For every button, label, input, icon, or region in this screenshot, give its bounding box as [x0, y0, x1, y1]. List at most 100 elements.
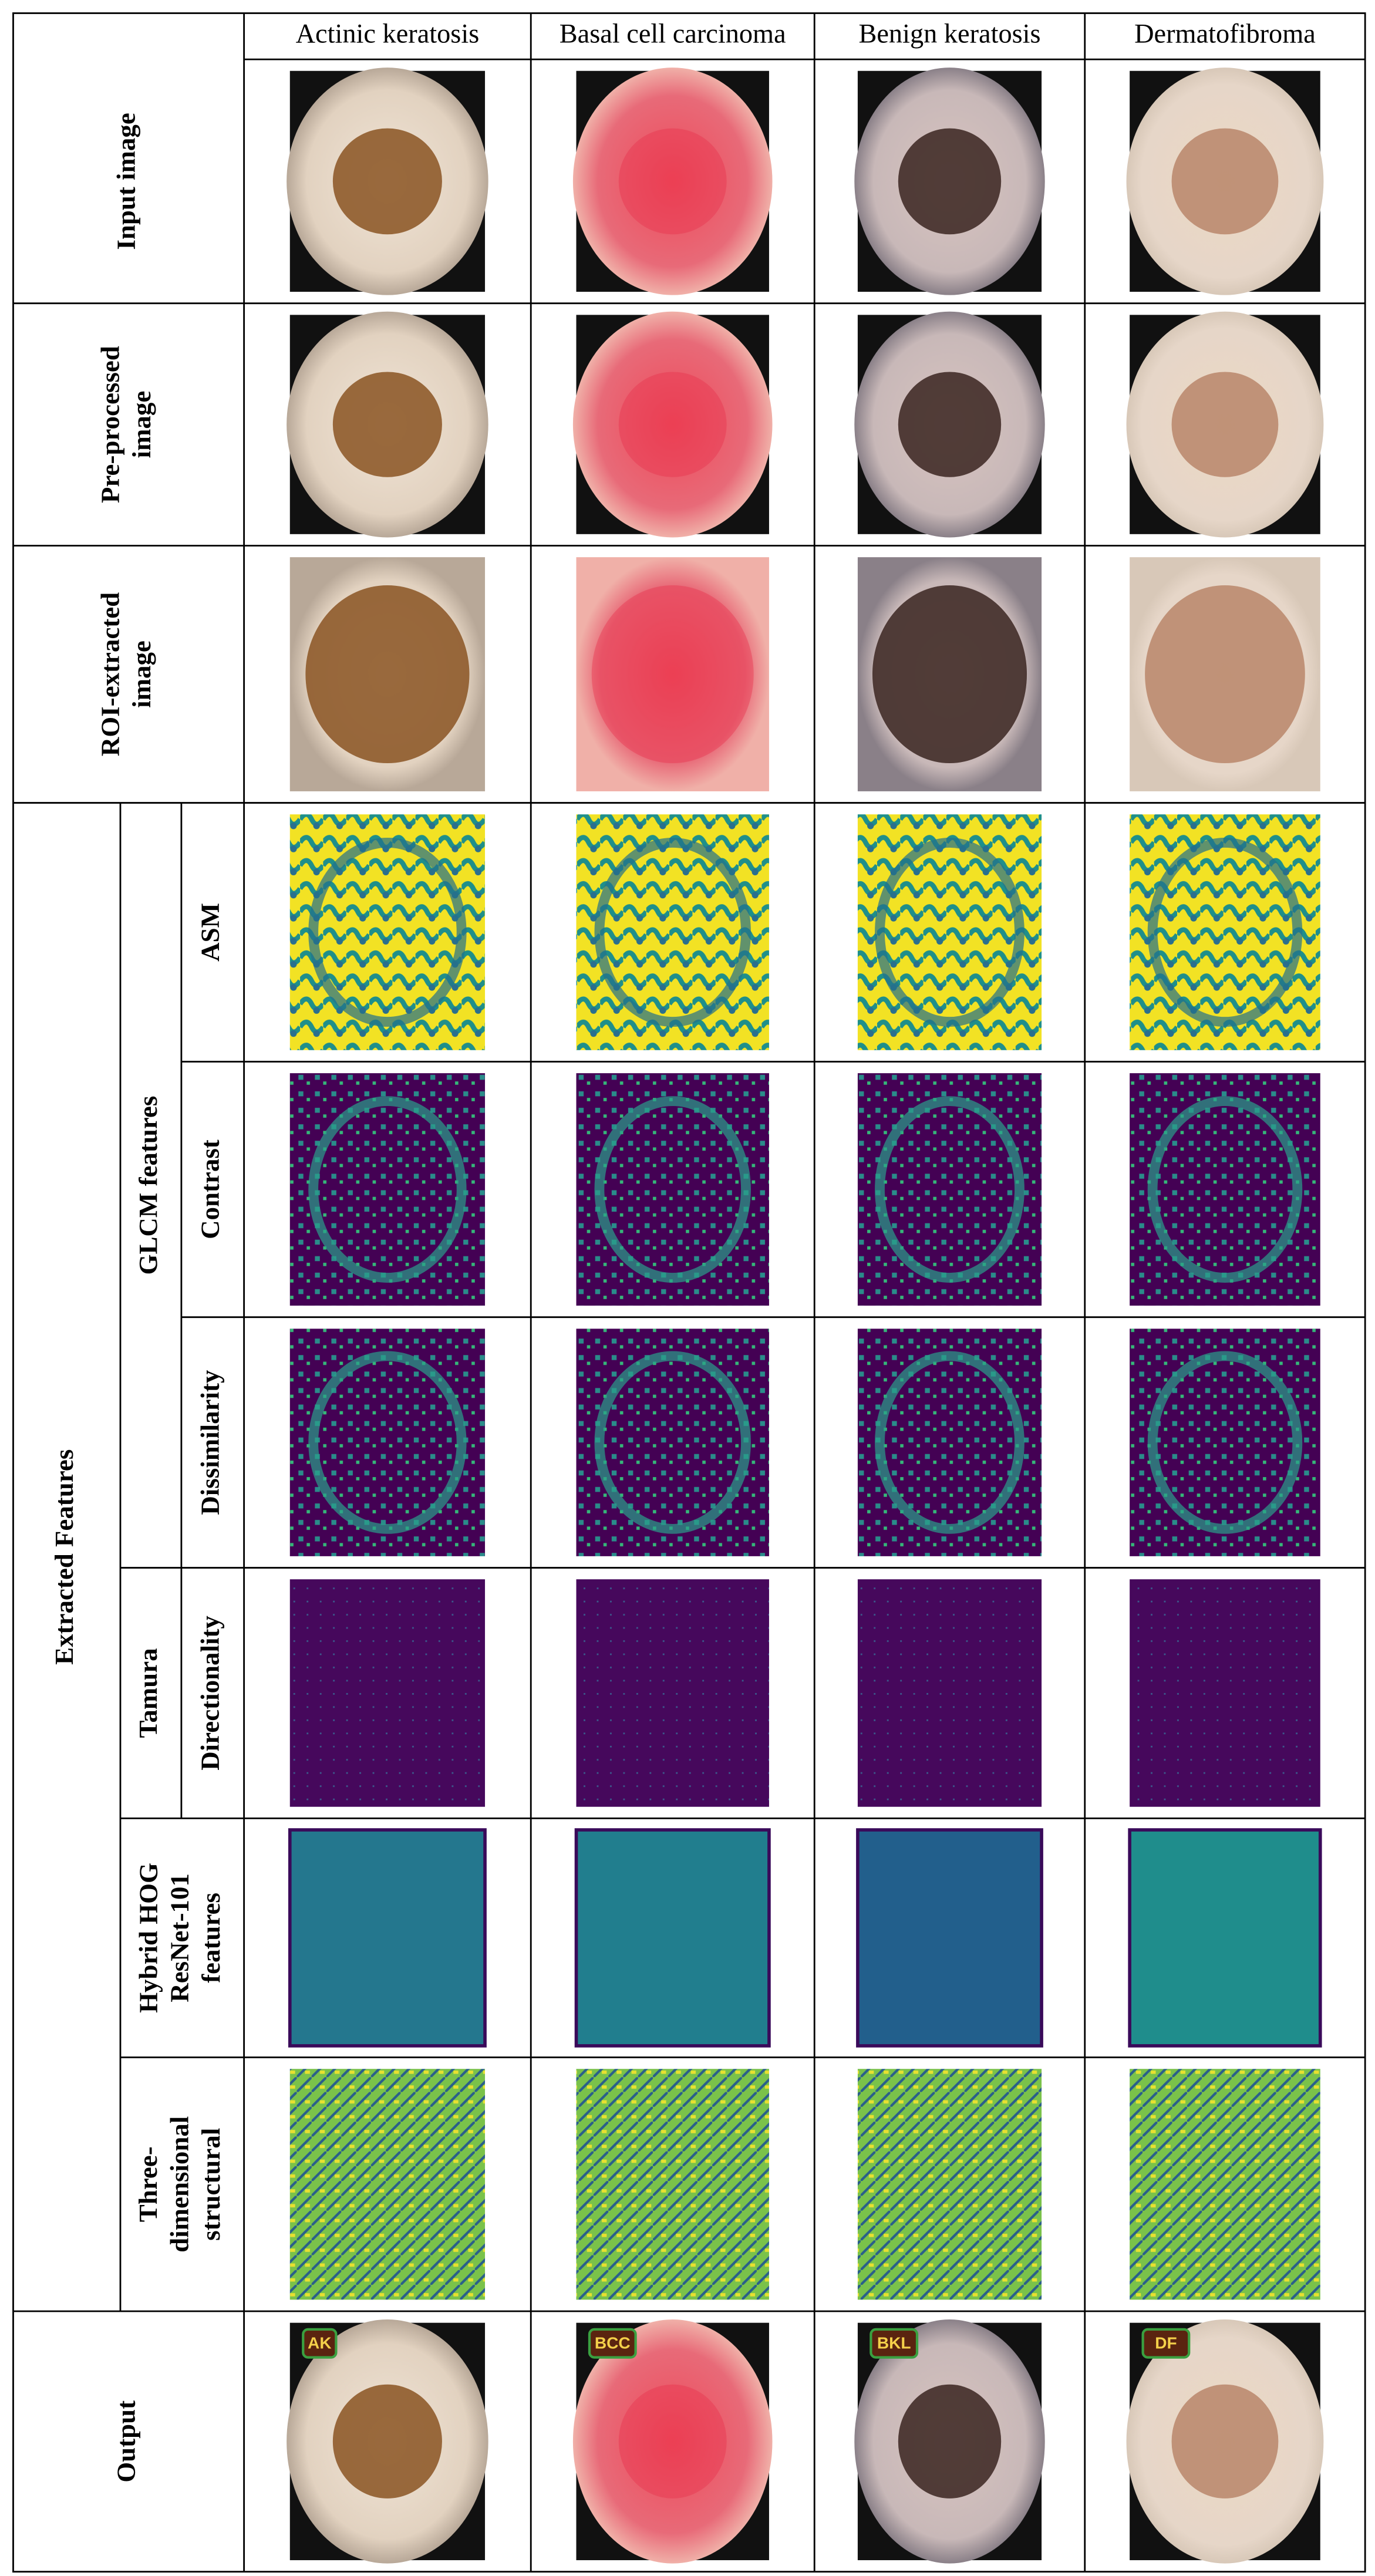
- thumbnail: [287, 311, 488, 538]
- thumbnail: [857, 1579, 1042, 1807]
- lesion: [305, 585, 470, 764]
- thumbnail: [857, 1073, 1042, 1306]
- thumbnail: [854, 68, 1045, 295]
- thumbnail: [289, 1073, 486, 1306]
- feature-map: [576, 1329, 769, 1556]
- feature-map: [1130, 1073, 1320, 1306]
- thumbnail: [854, 311, 1045, 538]
- thumbnail: [1130, 1329, 1320, 1556]
- thumbnail: [1126, 311, 1324, 538]
- thumbnail: [572, 68, 773, 295]
- class-label: BKL: [877, 2334, 911, 2352]
- lesion: [332, 2384, 442, 2499]
- class-label: DF: [1155, 2334, 1177, 2352]
- row-label: ResNet-101: [165, 1873, 194, 2002]
- class-badge: [588, 2328, 637, 2359]
- lesion: [591, 585, 754, 764]
- thumbnail: [287, 68, 488, 295]
- feature-map: [574, 1828, 771, 2048]
- lesion: [898, 128, 1002, 235]
- thumbnail: [1130, 1073, 1320, 1306]
- row-label: structural: [196, 2128, 225, 2241]
- lesion: [618, 2384, 727, 2499]
- feature-map: [1130, 1329, 1320, 1556]
- thumbnail: [576, 2069, 769, 2300]
- class-label: BCC: [595, 2334, 631, 2352]
- lesion: [1171, 128, 1279, 235]
- thumbnail: [576, 1329, 769, 1556]
- feature-ring: [1147, 1096, 1303, 1283]
- thumbnail: [857, 557, 1042, 791]
- feature-ring: [308, 1096, 467, 1283]
- lesion: [618, 128, 727, 235]
- feature-map: [289, 2069, 486, 2300]
- lesion: [872, 585, 1027, 764]
- thumbnail: [576, 1579, 769, 1807]
- row-label: image: [127, 391, 156, 458]
- row-label: Contrast: [196, 1139, 225, 1239]
- column-header: Benign keratosis: [858, 19, 1040, 49]
- thumbnail: [857, 814, 1042, 1050]
- feature-ring: [875, 837, 1024, 1027]
- column-header: Dermatofibroma: [1134, 19, 1316, 49]
- feature-map: [857, 1329, 1042, 1556]
- thumbnail: [1128, 1828, 1322, 2048]
- row-label: Directionality: [196, 1616, 225, 1771]
- feature-map: [1130, 814, 1320, 1050]
- feature-ring: [594, 1096, 751, 1283]
- thumbnail: BCC: [572, 2319, 773, 2564]
- thumbnail: [856, 1828, 1043, 2048]
- lesion: [332, 372, 442, 477]
- class-badge: [302, 2328, 338, 2359]
- skin: [576, 557, 769, 791]
- feature-ring: [1147, 1351, 1303, 1534]
- lesion: [898, 372, 1002, 477]
- row-label: features: [196, 1893, 225, 1983]
- thumbnail: [857, 1329, 1042, 1556]
- thumbnail: [288, 1828, 487, 2048]
- feature-ring: [1147, 837, 1303, 1027]
- row-label: Pre-processed: [96, 346, 125, 503]
- row-label: image: [127, 640, 156, 708]
- feature-map: [289, 814, 486, 1050]
- feature-map: [289, 1329, 486, 1556]
- skin: [572, 311, 773, 538]
- thumbnail: [572, 311, 773, 538]
- lesion: [1171, 372, 1279, 477]
- row-label: dimensional: [165, 2116, 194, 2253]
- thumbnail: [289, 2069, 486, 2300]
- thumbnail: [857, 2069, 1042, 2300]
- thumbnail: [1126, 68, 1324, 295]
- feature-map: [857, 1073, 1042, 1306]
- class-badge: [1141, 2328, 1191, 2359]
- lesion: [898, 2384, 1002, 2499]
- feature-map: [576, 1579, 769, 1807]
- table-frame: [12, 12, 1366, 2573]
- row-label: Hybrid HOG: [133, 1863, 163, 2013]
- thumbnail: [576, 1073, 769, 1306]
- thumbnail: [576, 814, 769, 1050]
- column-header: Actinic keratosis: [296, 19, 480, 49]
- feature-map: [576, 1073, 769, 1306]
- class-label: AK: [308, 2334, 332, 2352]
- feature-ring: [594, 837, 751, 1027]
- class-badge: [870, 2328, 919, 2359]
- thumbnail: [289, 1329, 486, 1556]
- thumbnail: BKL: [854, 2319, 1045, 2564]
- feature-map: [289, 1579, 486, 1807]
- thumbnail: DF: [1126, 2319, 1324, 2564]
- feature-ring: [308, 1351, 467, 1534]
- row-label: Output: [111, 2400, 140, 2483]
- group-label: Tamura: [133, 1648, 163, 1738]
- row-label: ROI-extracted: [96, 592, 125, 756]
- feature-map: [576, 814, 769, 1050]
- thumbnail: [289, 1579, 486, 1807]
- thumbnail: [1130, 1579, 1320, 1807]
- feature-ring: [875, 1096, 1024, 1283]
- feature-ring: [308, 837, 467, 1027]
- feature-ring: [594, 1351, 751, 1534]
- thumbnail: AK: [287, 2319, 488, 2564]
- group-label: Extracted Features: [49, 1449, 79, 1665]
- lesion: [1145, 585, 1305, 764]
